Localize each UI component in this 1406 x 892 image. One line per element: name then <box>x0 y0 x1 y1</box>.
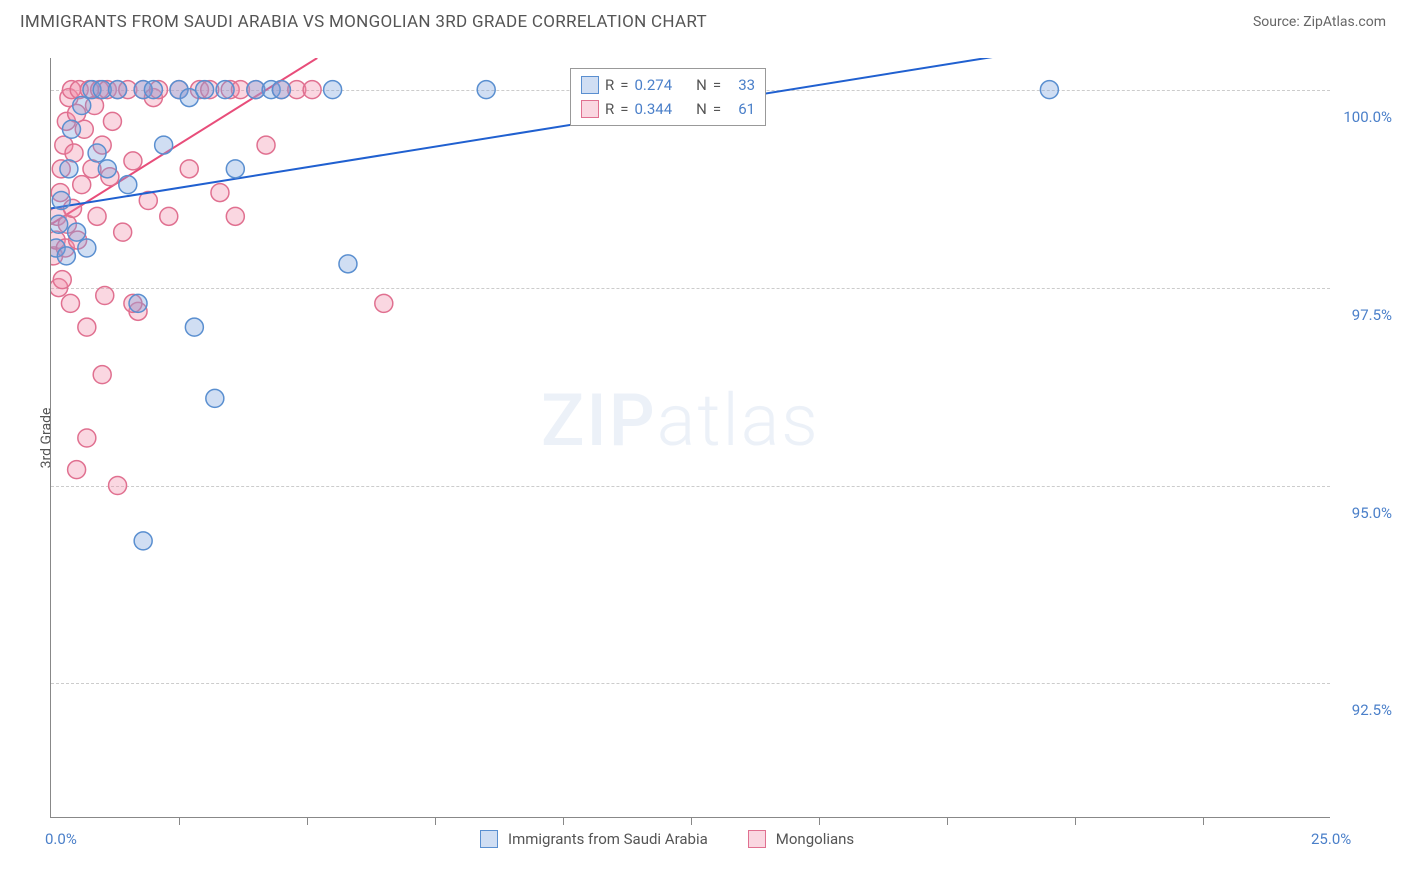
data-point <box>206 389 224 407</box>
data-point <box>78 239 96 257</box>
data-point <box>185 318 203 336</box>
data-point <box>68 461 86 479</box>
series-legend: Immigrants from Saudi Arabia Mongolians <box>480 830 854 848</box>
r-label-b: R <box>605 97 614 121</box>
y-tick-label: 97.5% <box>1352 306 1392 324</box>
chart-title: IMMIGRANTS FROM SAUDI ARABIA VS MONGOLIA… <box>20 12 707 32</box>
swatch-b-icon <box>581 100 599 118</box>
y-tick-label: 100.0% <box>1343 108 1392 126</box>
x-tick <box>1075 817 1076 825</box>
data-point <box>114 223 132 241</box>
x-tick <box>563 817 564 825</box>
legend-label-a: Immigrants from Saudi Arabia <box>508 830 708 848</box>
x-tick <box>947 817 948 825</box>
data-point <box>68 223 86 241</box>
data-point <box>96 287 114 305</box>
correlation-legend: R = 0.274 N = 33 R = 0.344 N = 61 <box>570 68 766 126</box>
data-point <box>196 81 214 99</box>
r-value-b: 0.344 <box>634 97 672 121</box>
data-point <box>60 160 78 178</box>
scatter-plot-svg <box>51 58 1331 818</box>
legend-swatch-b-icon <box>748 830 766 848</box>
data-point <box>324 81 342 99</box>
data-point <box>226 207 244 225</box>
x-tick <box>819 817 820 825</box>
correlation-row-b: R = 0.344 N = 61 <box>581 97 755 121</box>
data-point <box>180 160 198 178</box>
data-point <box>303 81 321 99</box>
legend-swatch-a-icon <box>480 830 498 848</box>
source-prefix: Source: <box>1253 14 1303 30</box>
source-name: ZipAtlas.com <box>1303 14 1386 30</box>
y-tick-label: 92.5% <box>1352 701 1392 719</box>
data-point <box>78 429 96 447</box>
data-point <box>155 136 173 154</box>
data-point <box>375 294 393 312</box>
eq-b2: = <box>713 97 721 121</box>
data-point <box>103 112 121 130</box>
legend-label-b: Mongolians <box>776 830 854 848</box>
r-value-a: 0.274 <box>634 73 672 97</box>
data-point <box>257 136 275 154</box>
data-point <box>272 81 290 99</box>
data-point <box>477 81 495 99</box>
data-point <box>93 366 111 384</box>
x-tick <box>435 817 436 825</box>
chart-container: 3rd Grade ZIPatlas 92.5%95.0%97.5%100.0%… <box>50 58 1330 818</box>
data-point <box>1040 81 1058 99</box>
data-point <box>226 160 244 178</box>
n-label-b: N <box>696 97 707 121</box>
data-point <box>129 294 147 312</box>
y-tick-label: 95.0% <box>1352 504 1392 522</box>
data-point <box>88 207 106 225</box>
data-point <box>109 477 127 495</box>
data-point <box>78 318 96 336</box>
eq-b1: = <box>620 97 628 121</box>
data-point <box>57 247 75 265</box>
data-point <box>144 81 162 99</box>
source-attribution: Source: ZipAtlas.com <box>1253 14 1386 30</box>
data-point <box>109 81 127 99</box>
chart-header: IMMIGRANTS FROM SAUDI ARABIA VS MONGOLIA… <box>0 0 1406 40</box>
swatch-a-icon <box>581 76 599 94</box>
data-point <box>53 271 71 289</box>
n-label-a: N <box>696 73 707 97</box>
x-tick-label: 25.0% <box>1311 830 1351 848</box>
eq-a2: = <box>713 73 721 97</box>
x-tick-label: 0.0% <box>45 830 77 848</box>
correlation-row-a: R = 0.274 N = 33 <box>581 73 755 97</box>
data-point <box>62 120 80 138</box>
data-point <box>211 184 229 202</box>
data-point <box>73 176 91 194</box>
x-tick <box>179 817 180 825</box>
x-tick <box>691 817 692 825</box>
data-point <box>88 144 106 162</box>
n-value-b: 61 <box>727 97 755 121</box>
data-point <box>216 81 234 99</box>
data-point <box>50 215 68 233</box>
data-point <box>124 152 142 170</box>
n-value-a: 33 <box>727 73 755 97</box>
plot-area: ZIPatlas 92.5%95.0%97.5%100.0%0.0%25.0% <box>50 58 1330 818</box>
x-tick <box>1203 817 1204 825</box>
eq-a1: = <box>620 73 628 97</box>
r-label-a: R <box>605 73 614 97</box>
x-tick <box>307 817 308 825</box>
data-point <box>52 192 70 210</box>
data-point <box>98 160 116 178</box>
data-point <box>160 207 178 225</box>
data-point <box>119 176 137 194</box>
data-point <box>61 294 79 312</box>
data-point <box>73 97 91 115</box>
data-point <box>339 255 357 273</box>
data-point <box>134 532 152 550</box>
